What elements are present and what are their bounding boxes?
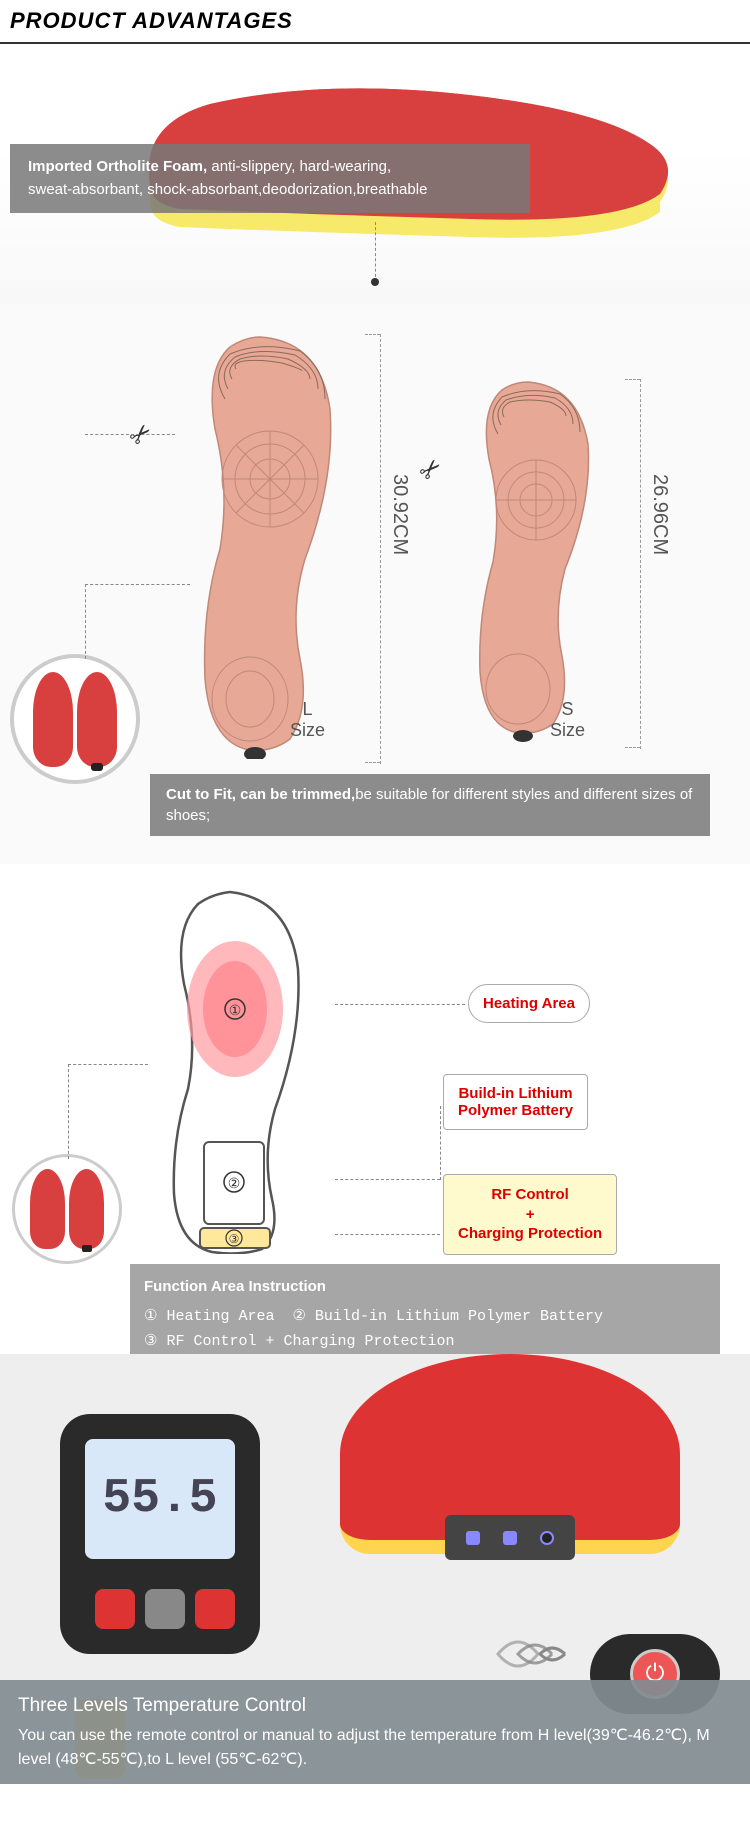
cut-description: Cut to Fit, can be trimmed,be suitable f… xyxy=(150,774,710,836)
mini-insole xyxy=(33,672,73,767)
cut-bold: Cut to Fit, can be trimmed, xyxy=(166,786,355,803)
temp-body: You can use the remote control or manual… xyxy=(18,1724,732,1772)
function-line1: ① Heating Area ② Build-in Lithium Polyme… xyxy=(144,1304,706,1330)
section-function: ① ② ③ Heating Area Build-in Lithium Poly… xyxy=(0,864,750,1354)
mini-insole xyxy=(30,1169,65,1249)
function-line2: ③ RF Control + Charging Protection xyxy=(144,1329,706,1355)
dimension-s: 26.96CM xyxy=(648,474,671,555)
foam-description: Imported Ortholite Foam, anti-slippery, … xyxy=(10,144,530,213)
section-temperature: 55.5 ⏻ Three Levels Temperature Cont xyxy=(0,1354,750,1784)
dim-bracket-l xyxy=(380,334,381,764)
dim-bracket-s xyxy=(640,379,641,749)
pointer-dot xyxy=(371,278,379,286)
insole-thumbnail xyxy=(10,654,140,784)
insole-l-image xyxy=(170,329,350,759)
dimension-l: 30.92CM xyxy=(388,474,411,555)
therm-button-red xyxy=(195,1589,235,1629)
temp-reading: 55.5 xyxy=(102,1472,217,1526)
svg-text:①: ① xyxy=(229,1002,242,1018)
thermometer-body: 55.5 xyxy=(60,1414,260,1654)
pointer-line xyxy=(375,222,376,282)
connector xyxy=(85,584,88,659)
cut-line xyxy=(85,434,175,435)
temp-title: Three Levels Temperature Control xyxy=(18,1692,732,1721)
section-foam: Imported Ortholite Foam, anti-slippery, … xyxy=(0,44,750,304)
connector xyxy=(335,1004,465,1005)
foam-bold: Imported Ortholite Foam, xyxy=(28,158,207,175)
function-diagram: ① ② ③ xyxy=(130,884,330,1254)
connector xyxy=(85,584,190,585)
dim-cap xyxy=(625,747,640,748)
label-heating: Heating Area xyxy=(468,984,590,1023)
temp-description: Three Levels Temperature Control You can… xyxy=(0,1680,750,1785)
connector xyxy=(440,1106,441,1180)
scissors-icon: ✂ xyxy=(412,451,449,488)
heel-shape xyxy=(340,1354,680,1554)
therm-button-gray xyxy=(145,1589,185,1629)
connector xyxy=(335,1179,440,1180)
connector xyxy=(68,1064,148,1065)
mini-insole xyxy=(77,672,117,767)
svg-text:③: ③ xyxy=(229,1232,240,1246)
thermometer-image: 55.5 xyxy=(30,1414,310,1724)
size-label-s: S Size xyxy=(550,699,585,741)
insole-thumbnail-2 xyxy=(12,1154,122,1264)
section-cut-to-fit: ✂ 30.92CM L Size ✂ 26.96CM S Size xyxy=(0,304,750,864)
port-icon xyxy=(466,1531,480,1545)
dim-cap xyxy=(625,379,640,380)
mini-insole xyxy=(69,1169,104,1249)
dim-cap xyxy=(365,334,380,335)
thermometer-screen: 55.5 xyxy=(85,1439,235,1559)
dim-cap xyxy=(365,762,380,763)
svg-text:②: ② xyxy=(228,1175,241,1191)
port-icon xyxy=(540,1531,554,1545)
function-title: Function Area Instruction xyxy=(144,1274,706,1300)
connector xyxy=(68,1064,71,1159)
size-label-l: L Size xyxy=(290,699,325,741)
page-title: PRODUCT ADVANTAGES xyxy=(10,8,740,34)
port-icon xyxy=(503,1531,517,1545)
insole-heel-image xyxy=(340,1354,720,1614)
label-battery: Build-in Lithium Polymer Battery xyxy=(443,1074,588,1130)
label-rf: RF Control + Charging Protection xyxy=(443,1174,617,1255)
insole-s-image xyxy=(450,374,605,744)
function-instruction: Function Area Instruction ① Heating Area… xyxy=(130,1264,720,1365)
connector xyxy=(335,1234,440,1235)
heel-port xyxy=(445,1515,575,1560)
header: PRODUCT ADVANTAGES xyxy=(0,0,750,44)
therm-button-red xyxy=(95,1589,135,1629)
